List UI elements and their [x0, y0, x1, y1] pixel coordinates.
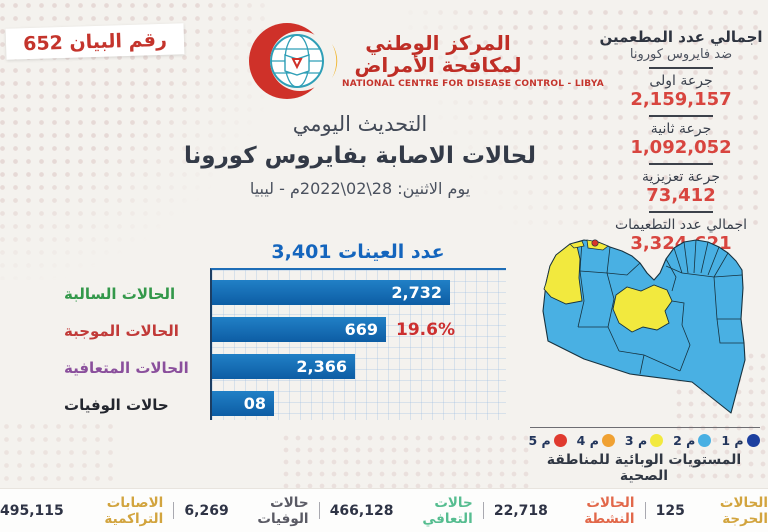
legend-item-level1: م 1 — [721, 433, 760, 448]
second-dose-label: جرعة ثانية — [650, 121, 712, 137]
bar-death-cases: 08 — [212, 391, 274, 416]
legend-divider — [530, 427, 760, 428]
positive-rate-label: 19.6% — [396, 319, 455, 340]
bar-row-negative: 2,732 — [212, 280, 506, 305]
category-positive-cases: الحالات الموجبة — [64, 321, 179, 340]
logo-english-name: NATIONAL CENTRE FOR DISEASE CONTROL - LI… — [342, 79, 604, 90]
bar-value-deaths: 08 — [243, 394, 266, 413]
divider — [482, 502, 484, 519]
daily-update-title: التحديث اليومي — [292, 112, 428, 136]
chart-plot-area: 2,732 669 19.6% 2,366 08 — [210, 268, 506, 420]
map-region-central-level3 — [612, 284, 673, 333]
vaccination-heading: اجمالي عدد المطعمين — [599, 28, 763, 46]
logo-text-block: المركز الوطني لمكافحة الأمراض NATIONAL C… — [342, 30, 604, 90]
bar-value-recovered: 2,366 — [296, 357, 347, 376]
legend-item-level3: م 3 — [625, 433, 664, 448]
divider — [649, 163, 713, 165]
cumulative-infections-value: 495,115 — [0, 502, 64, 519]
samples-chart: عدد العينات 3,401 2,732 669 19.6% 2,366 — [64, 241, 510, 420]
bar-row-recovered: 2,366 — [212, 354, 506, 379]
halftone-pattern-bottom-left — [0, 420, 120, 495]
statement-number-text: رقم البيان 652 — [22, 28, 168, 55]
deaths-label: حالات الوفيات — [257, 494, 309, 527]
libya-map-svg — [542, 239, 746, 414]
legend-item-level4: م 4 — [577, 433, 615, 448]
level4-dot-icon — [601, 434, 615, 447]
first-dose-label: جرعة اولى — [649, 73, 713, 89]
level5-dot-icon — [553, 434, 567, 447]
total-vaccinations-label: اجمالي عدد التطعيمات — [614, 217, 748, 233]
divider — [649, 67, 713, 69]
libya-map — [524, 233, 766, 421]
recoveries-label: حالات التعافي — [422, 494, 473, 527]
critical-cases-value: 125 — [655, 502, 685, 519]
category-recovered-cases: الحالات المتعافية — [64, 358, 189, 377]
bar-row-positive: 669 19.6% — [212, 317, 506, 342]
report-title: لحالات الاصابة بفايروس كورونا — [184, 143, 536, 169]
level2-dot-icon — [698, 434, 712, 447]
level1-dot-icon — [746, 434, 760, 447]
footer-stats-bar: الحالات الحرجة 125 الحالات النشطة 22,718… — [0, 488, 768, 532]
title-block: التحديث اليومي لحالات الاصابة بفايروس كو… — [180, 112, 540, 198]
divider — [173, 502, 175, 519]
report-date: يوم الاثنين: 28\02\2022م - ليبيا — [249, 179, 471, 198]
cumulative-infections-label: الاصابات التراكمية — [104, 494, 164, 527]
active-cases-value: 22,718 — [493, 502, 548, 519]
chart-title: عدد العينات 3,401 — [271, 241, 445, 263]
bar-row-deaths: 08 — [212, 391, 506, 416]
second-dose-value: 1,092,052 — [630, 137, 732, 158]
active-cases-label: الحالات النشطة — [584, 494, 635, 527]
map-caption: المستويات الوبائية للمناطقة الصحية — [546, 452, 742, 484]
bar-value-negative: 2,732 — [391, 283, 442, 302]
map-region-west-level3 — [543, 243, 583, 305]
category-negative-cases: الحالات السالبة — [64, 284, 176, 303]
bar-value-positive: 669 — [344, 320, 378, 339]
legend-item-level2: م 2 — [673, 433, 712, 448]
deaths-value: 6,269 — [184, 502, 229, 519]
red-crescent-globe-icon — [249, 23, 338, 99]
halftone-pattern-bottom — [280, 432, 535, 494]
recoveries-value: 466,128 — [329, 502, 394, 519]
divider — [644, 502, 646, 519]
category-death-cases: حالات الوفيات — [64, 395, 169, 414]
footer-stats-row: الحالات الحرجة 125 الحالات النشطة 22,718… — [0, 495, 768, 527]
divider — [649, 211, 713, 213]
vaccination-subheading: ضد فايروس كورونا — [629, 47, 733, 62]
vaccination-panel: اجمالي عدد المطعمين ضد فايروس كورونا جرع… — [598, 29, 764, 254]
critical-cases-label: الحالات الحرجة — [719, 494, 768, 527]
ncdc-logo: المركز الوطني لمكافحة الأمراض NATIONAL C… — [246, 14, 604, 108]
chart-category-labels: الحالات السالبة الحالات الموجبة الحالات … — [64, 281, 202, 429]
booster-dose-value: 73,412 — [646, 185, 716, 206]
legend-item-level5: م 5 — [528, 433, 567, 448]
statement-number-badge: رقم البيان 652 — [5, 23, 185, 60]
level3-dot-icon — [650, 434, 664, 447]
first-dose-value: 2,159,157 — [630, 89, 732, 110]
logo-arabic-name: المركز الوطني لمكافحة الأمراض — [354, 30, 522, 77]
bar-recovered-cases: 2,366 — [212, 354, 355, 379]
bar-positive-cases: 669 — [212, 317, 386, 342]
booster-dose-label: جرعة تعزيزية — [641, 169, 721, 185]
divider — [649, 115, 713, 117]
bar-negative-cases: 2,732 — [212, 280, 450, 305]
map-legend: م 1 م 2 م 3 م 4 م 5 — [524, 433, 764, 448]
map-region-tripoli-level5 — [591, 239, 599, 247]
divider — [318, 502, 320, 519]
